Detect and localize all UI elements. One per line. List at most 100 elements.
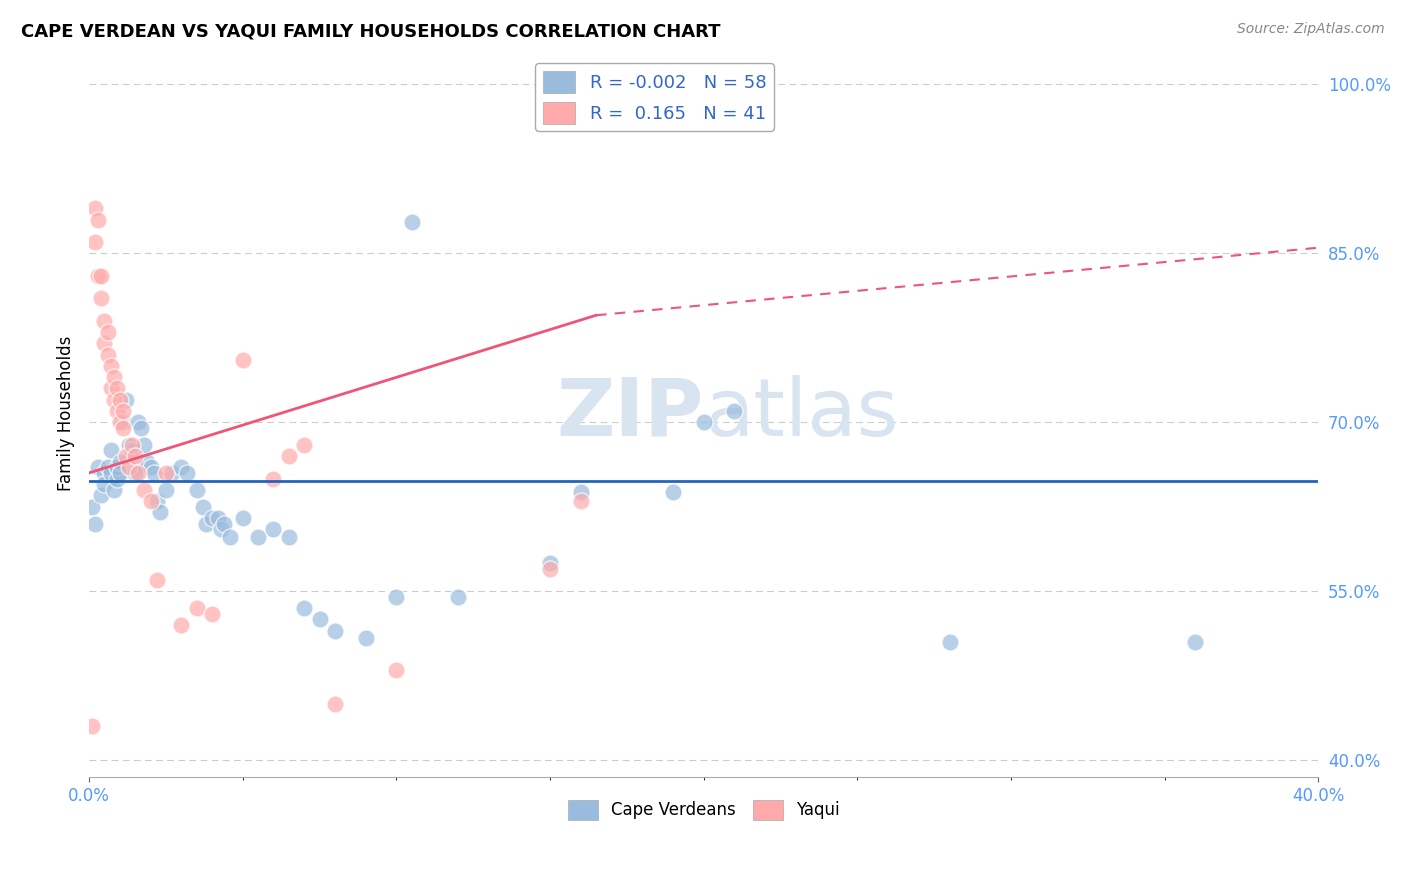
- Point: [105, 460, 128, 475]
- Point: [96, 325, 118, 339]
- Point: [292, 438, 315, 452]
- Point: [100, 381, 122, 395]
- Point: [115, 449, 138, 463]
- Point: [139, 494, 162, 508]
- Point: [136, 455, 159, 469]
- Text: CAPE VERDEAN VS YAQUI FAMILY HOUSEHOLDS CORRELATION CHART: CAPE VERDEAN VS YAQUI FAMILY HOUSEHOLDS …: [21, 22, 721, 40]
- Point: [214, 516, 236, 531]
- Point: [124, 460, 146, 475]
- Legend: Cape Verdeans, Yaqui: Cape Verdeans, Yaqui: [561, 793, 846, 827]
- Point: [87, 212, 110, 227]
- Point: [105, 381, 128, 395]
- Point: [82, 500, 104, 514]
- Point: [201, 607, 224, 621]
- Point: [155, 466, 177, 480]
- Point: [82, 719, 104, 733]
- Point: [90, 488, 112, 502]
- Point: [354, 632, 377, 646]
- Point: [232, 353, 254, 368]
- Point: [938, 634, 960, 648]
- Point: [134, 438, 156, 452]
- Point: [662, 485, 685, 500]
- Point: [538, 556, 561, 570]
- Y-axis label: Family Households: Family Households: [58, 336, 75, 491]
- Point: [401, 215, 423, 229]
- Point: [103, 392, 125, 407]
- Point: [201, 511, 224, 525]
- Point: [186, 483, 208, 497]
- Point: [176, 466, 198, 480]
- Point: [145, 494, 167, 508]
- Point: [111, 421, 134, 435]
- Point: [103, 370, 125, 384]
- Point: [385, 663, 408, 677]
- Point: [105, 404, 128, 418]
- Point: [323, 624, 346, 638]
- Point: [108, 392, 131, 407]
- Point: [93, 477, 115, 491]
- Point: [108, 415, 131, 429]
- Point: [142, 466, 165, 480]
- Point: [96, 348, 118, 362]
- Point: [134, 483, 156, 497]
- Point: [121, 438, 143, 452]
- Point: [149, 505, 172, 519]
- Point: [131, 421, 153, 435]
- Point: [447, 590, 470, 604]
- Point: [262, 471, 284, 485]
- Point: [124, 449, 146, 463]
- Text: atlas: atlas: [703, 375, 898, 453]
- Point: [277, 530, 299, 544]
- Point: [145, 573, 167, 587]
- Point: [723, 404, 745, 418]
- Point: [87, 268, 110, 283]
- Point: [139, 460, 162, 475]
- Point: [118, 460, 141, 475]
- Point: [100, 443, 122, 458]
- Point: [219, 530, 242, 544]
- Point: [84, 235, 107, 249]
- Point: [84, 516, 107, 531]
- Point: [93, 336, 115, 351]
- Text: ZIP: ZIP: [557, 375, 703, 453]
- Point: [87, 460, 110, 475]
- Point: [155, 483, 177, 497]
- Point: [90, 268, 112, 283]
- Point: [292, 601, 315, 615]
- Text: Source: ZipAtlas.com: Source: ZipAtlas.com: [1237, 22, 1385, 37]
- Point: [84, 202, 107, 216]
- Point: [124, 466, 146, 480]
- Point: [108, 466, 131, 480]
- Point: [247, 530, 270, 544]
- Point: [538, 561, 561, 575]
- Point: [90, 291, 112, 305]
- Point: [194, 516, 217, 531]
- Point: [209, 522, 232, 536]
- Point: [93, 466, 115, 480]
- Point: [111, 415, 134, 429]
- Point: [118, 438, 141, 452]
- Point: [323, 697, 346, 711]
- Point: [186, 601, 208, 615]
- Point: [96, 460, 118, 475]
- Point: [569, 494, 592, 508]
- Point: [127, 415, 149, 429]
- Point: [100, 466, 122, 480]
- Point: [191, 500, 214, 514]
- Point: [385, 590, 408, 604]
- Point: [170, 618, 193, 632]
- Point: [127, 466, 149, 480]
- Point: [277, 449, 299, 463]
- Point: [93, 314, 115, 328]
- Point: [111, 404, 134, 418]
- Point: [108, 455, 131, 469]
- Point: [207, 511, 229, 525]
- Point: [100, 359, 122, 373]
- Point: [232, 511, 254, 525]
- Point: [115, 392, 138, 407]
- Point: [160, 466, 183, 480]
- Point: [105, 471, 128, 485]
- Point: [103, 483, 125, 497]
- Point: [308, 612, 330, 626]
- Point: [569, 485, 592, 500]
